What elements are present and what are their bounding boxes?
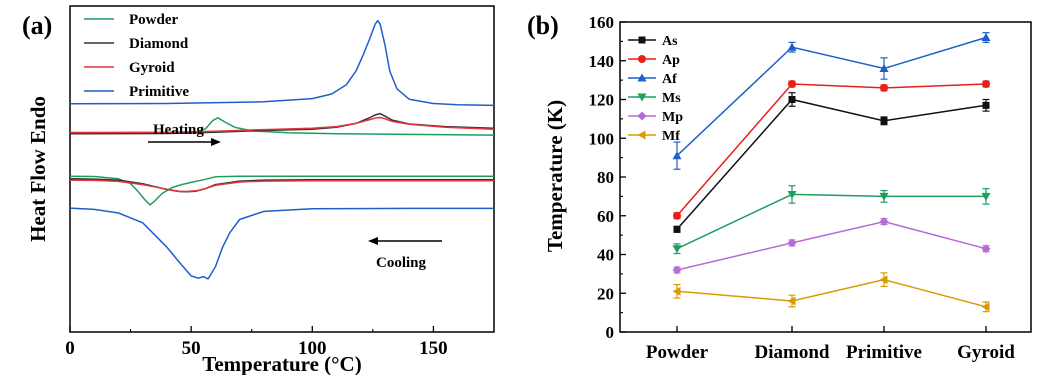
data-point-ap bbox=[982, 80, 990, 88]
series-ap bbox=[673, 80, 990, 220]
heating-label: Heating bbox=[153, 122, 204, 138]
data-point-ap bbox=[673, 211, 681, 220]
series-line-ms bbox=[676, 193, 986, 250]
legend-marker-ap bbox=[638, 55, 646, 63]
series-ms bbox=[672, 185, 991, 255]
legend-label-mp: Mp bbox=[662, 110, 683, 125]
gyroid-cooling-curve bbox=[69, 179, 494, 193]
data-point-ms bbox=[981, 192, 991, 201]
data-point-as bbox=[880, 117, 888, 125]
panel-b-label: (b) bbox=[527, 11, 559, 40]
legend-label-af: Af bbox=[662, 72, 677, 87]
primitive-cooling-curve bbox=[69, 207, 494, 280]
panel-b-y-label: Temperature (K) bbox=[543, 100, 567, 252]
x-tick-label-diamond: Diamond bbox=[755, 342, 830, 363]
legend-marker-mp bbox=[637, 111, 647, 121]
heating-arrowhead bbox=[211, 138, 221, 146]
data-point-mp bbox=[672, 265, 682, 275]
cooling-arrowhead bbox=[368, 237, 378, 245]
legend-label-mf: Mf bbox=[662, 129, 680, 144]
x-tick-label-150: 150 bbox=[419, 338, 448, 359]
legend-marker-af bbox=[637, 73, 647, 82]
panel-b-frame bbox=[619, 21, 1032, 333]
data-point-as bbox=[982, 101, 990, 109]
data-point-mf bbox=[879, 275, 888, 285]
legend-label-primitive: Primitive bbox=[129, 84, 189, 100]
legend-label-ap: Ap bbox=[662, 53, 680, 68]
panel-b: (b) 0 20 40 60 80 100 120 140 160 Powder Diamond Pr… bbox=[527, 11, 1032, 363]
data-point-ap bbox=[788, 80, 796, 88]
cooling-label: Cooling bbox=[376, 255, 427, 271]
gyroid-heating-curve bbox=[69, 116, 495, 134]
data-point-as bbox=[788, 96, 796, 103]
series-line-ap bbox=[676, 83, 987, 217]
primitive-heating-curve bbox=[69, 19, 495, 107]
series-as bbox=[673, 92, 990, 233]
y-tick-label-120: 120 bbox=[589, 91, 615, 110]
data-point-ms bbox=[672, 245, 682, 254]
legend-marker-mf bbox=[637, 130, 646, 140]
data-point-af bbox=[672, 151, 682, 160]
legend-marker-ms bbox=[637, 93, 647, 102]
y-tick-label-140: 140 bbox=[589, 52, 615, 71]
panel-b-series bbox=[672, 32, 991, 313]
legend-marker-as bbox=[638, 36, 646, 44]
legend-label-gyroid: Gyroid bbox=[129, 60, 175, 76]
panel-a: (a) 0 50 100 150 Powder Diamond Gyroid Primiti… bbox=[22, 5, 495, 375]
data-point-af bbox=[787, 42, 797, 51]
y-tick-label-20: 20 bbox=[597, 284, 614, 303]
heating-annotation: Heating bbox=[148, 122, 221, 146]
x-tick-label-gyroid: Gyroid bbox=[957, 342, 1015, 363]
series-mf bbox=[672, 272, 990, 313]
x-tick-label-powder: Powder bbox=[646, 342, 709, 363]
x-tick-label-50: 50 bbox=[182, 338, 201, 359]
y-tick-label-160: 160 bbox=[589, 13, 615, 32]
legend-label-as: As bbox=[662, 34, 678, 49]
y-tick-label-0: 0 bbox=[606, 323, 615, 342]
series-line-af bbox=[676, 36, 987, 157]
diamond-heating-curve bbox=[69, 112, 495, 135]
panel-a-x-ticks: 0 50 100 150 bbox=[65, 326, 448, 359]
legend-label-diamond: Diamond bbox=[129, 36, 189, 52]
data-point-ms bbox=[879, 192, 889, 201]
series-line-mp bbox=[676, 220, 987, 271]
data-point-ms bbox=[787, 190, 797, 199]
data-point-af bbox=[981, 33, 991, 41]
data-point-mf bbox=[672, 286, 681, 296]
cooling-annotation: Cooling bbox=[368, 237, 442, 271]
legend-label-powder: Powder bbox=[129, 12, 178, 28]
legend-label-ms: Ms bbox=[662, 91, 681, 106]
x-tick-label-0: 0 bbox=[65, 338, 75, 359]
panel-a-x-label: Temperature (°C) bbox=[202, 352, 361, 375]
panel-a-curves bbox=[69, 19, 495, 280]
series-line-mf bbox=[676, 278, 987, 308]
panel-b-axes: 0 20 40 60 80 100 120 140 160 Powder Diamond Primit… bbox=[589, 13, 1016, 363]
data-point-as bbox=[673, 225, 681, 233]
panel-a-legend: Powder Diamond Gyroid Primitive bbox=[84, 12, 189, 100]
y-tick-label-100: 100 bbox=[589, 129, 615, 148]
data-point-ap bbox=[880, 83, 888, 92]
series-af bbox=[672, 32, 991, 170]
data-point-mf bbox=[981, 302, 990, 312]
data-point-mp bbox=[787, 238, 797, 248]
data-point-mf bbox=[787, 296, 796, 306]
panel-a-label: (a) bbox=[22, 11, 52, 40]
x-tick-label-100: 100 bbox=[298, 338, 327, 359]
y-tick-label-40: 40 bbox=[597, 246, 614, 265]
series-line-as bbox=[676, 98, 987, 230]
data-point-af bbox=[879, 64, 889, 72]
data-point-mp bbox=[879, 217, 889, 227]
panel-a-y-label: Heat Flow Endo bbox=[26, 96, 50, 242]
data-point-mp bbox=[981, 244, 991, 254]
panel-a-frame bbox=[69, 5, 495, 333]
panel-b-legend: As Ap Af Ms Mp Mf bbox=[628, 34, 683, 144]
series-mp bbox=[672, 217, 991, 275]
x-tick-label-primitive: Primitive bbox=[846, 342, 922, 363]
y-tick-label-60: 60 bbox=[597, 207, 614, 226]
y-tick-label-80: 80 bbox=[597, 168, 614, 187]
